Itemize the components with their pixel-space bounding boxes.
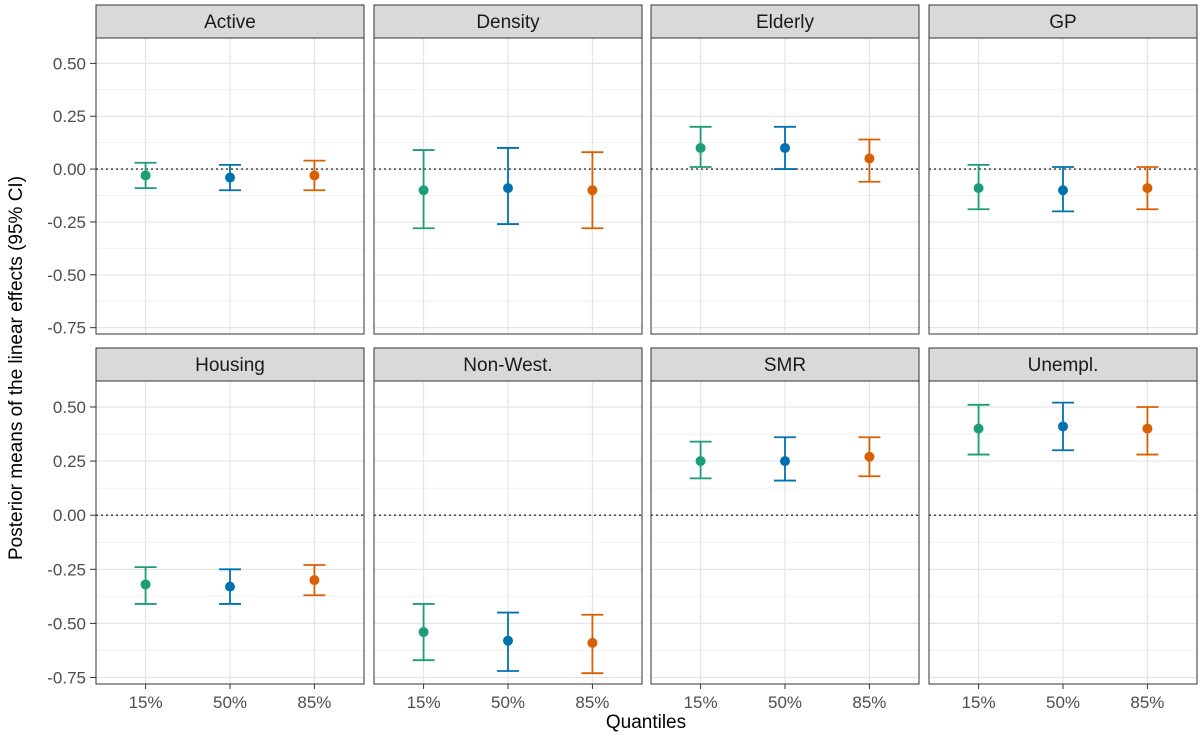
facet-label: Non-West. (463, 355, 552, 376)
x-tick-label: 50% (491, 693, 525, 712)
x-tick-label: 85% (852, 693, 886, 712)
y-tick-label: 0.00 (53, 160, 86, 179)
facet-label: Unempl. (1028, 355, 1099, 376)
mean-point (864, 451, 875, 462)
mean-point (1058, 185, 1068, 196)
mean-point (1142, 423, 1153, 434)
facet-strip (373, 4, 643, 39)
x-tick-label: 50% (213, 693, 247, 712)
x-tick-label: 85% (1130, 693, 1164, 712)
x-tick-label: 15% (407, 693, 441, 712)
x-tick-label: 50% (768, 693, 802, 712)
y-tick-label: -0.75 (47, 319, 86, 338)
y-tick-label: 0.25 (53, 452, 86, 471)
y-tick-label: -0.50 (47, 266, 86, 285)
mean-point (140, 170, 151, 181)
mean-point (587, 637, 598, 648)
facet-strip (928, 4, 1198, 39)
mean-point (864, 153, 875, 164)
mean-point (695, 456, 706, 467)
mean-point (1142, 183, 1153, 194)
y-tick-label: 0.00 (53, 506, 86, 525)
mean-point (1058, 421, 1068, 432)
mean-point (418, 185, 429, 196)
y-tick-label: 0.25 (53, 107, 86, 126)
panel-border (650, 37, 920, 335)
x-tick-label: 15% (129, 693, 163, 712)
mean-point (309, 575, 320, 586)
facet-strip (95, 347, 365, 382)
y-tick-label: -0.25 (47, 213, 86, 232)
facet-label: Density (476, 12, 540, 33)
x-tick-label: 50% (1046, 693, 1080, 712)
mean-point (973, 423, 984, 434)
panel-border (373, 37, 643, 335)
facet-strip (95, 4, 365, 39)
mean-point (503, 183, 513, 194)
y-tick-label: 0.50 (53, 54, 86, 73)
mean-point (780, 456, 790, 467)
x-tick-label: 15% (962, 693, 996, 712)
y-axis-title: Posterior means of the linear effects (9… (6, 176, 27, 560)
mean-point (225, 581, 235, 592)
panel-border (928, 37, 1198, 335)
mean-point (695, 142, 706, 153)
mean-point (309, 170, 320, 181)
mean-point (973, 183, 984, 194)
y-tick-label: 0.50 (53, 398, 86, 417)
x-tick-label: 85% (297, 693, 331, 712)
facet-label: Elderly (756, 12, 815, 33)
mean-point (225, 172, 235, 183)
x-tick-label: 15% (684, 693, 718, 712)
facet-label: SMR (764, 355, 806, 376)
mean-point (503, 635, 513, 646)
x-axis-title: Quantiles (606, 712, 686, 733)
y-tick-label: -0.50 (47, 614, 86, 633)
facet-strip (650, 4, 920, 39)
y-tick-label: -0.75 (47, 669, 86, 688)
mean-point (418, 627, 429, 638)
mean-point (587, 185, 598, 196)
x-tick-label: 85% (575, 693, 609, 712)
y-tick-label: -0.25 (47, 560, 86, 579)
mean-point (140, 579, 151, 590)
mean-point (780, 142, 790, 153)
panel-border (95, 37, 365, 335)
facet-label: Active (204, 12, 256, 33)
facet-label: Housing (195, 355, 265, 376)
facet-label: GP (1049, 12, 1076, 33)
facet-strip (650, 347, 920, 382)
